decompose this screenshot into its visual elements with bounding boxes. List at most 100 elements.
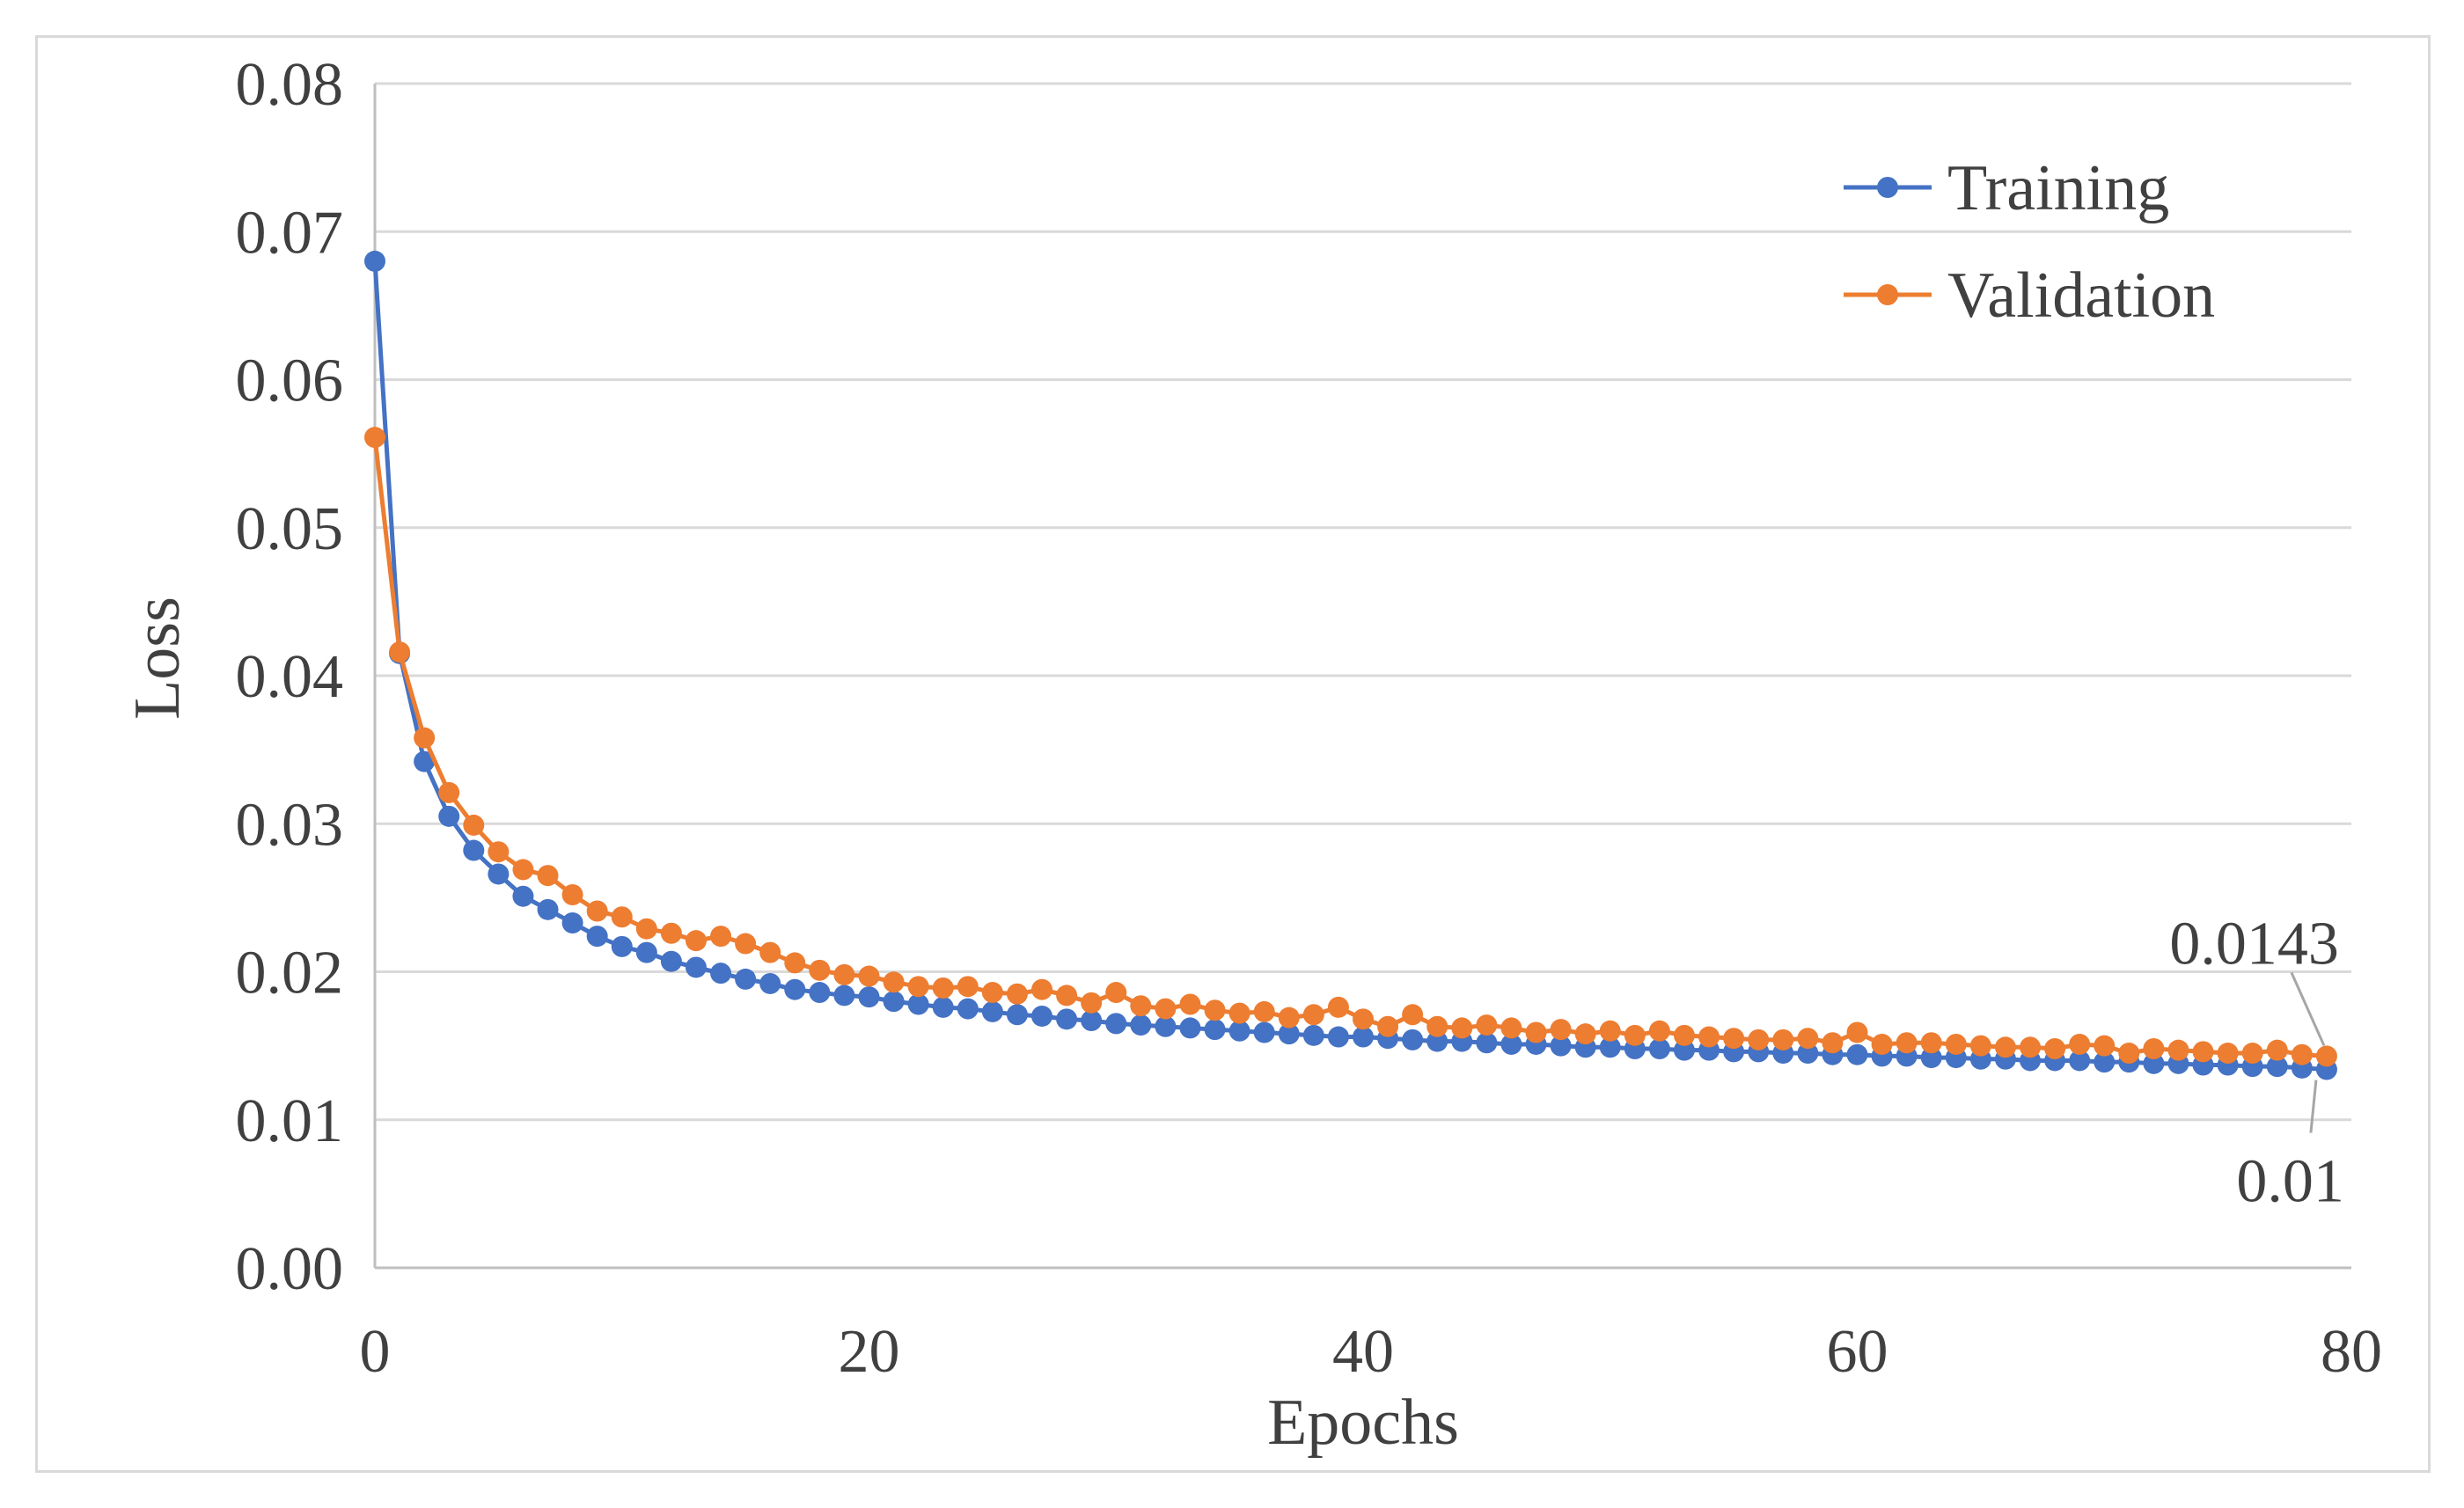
data-point-validation xyxy=(1402,1004,1424,1026)
data-point-validation xyxy=(1994,1036,2016,1058)
y-axis-title: Loss xyxy=(121,597,194,720)
data-point-training xyxy=(685,956,707,978)
y-tick-label: 0.05 xyxy=(236,495,344,563)
data-point-training xyxy=(1426,1030,1448,1052)
data-point-training xyxy=(1031,1005,1053,1027)
data-point-validation xyxy=(981,982,1003,1004)
data-point-training xyxy=(1006,1004,1028,1026)
data-point-validation xyxy=(1920,1032,1942,1054)
data-point-validation xyxy=(1673,1024,1695,1046)
x-tick-label: 60 xyxy=(1827,1318,1888,1386)
data-point-training xyxy=(1105,1013,1127,1035)
annotation-label: 0.0143 xyxy=(2169,910,2339,977)
data-point-training xyxy=(981,1000,1003,1022)
data-point-validation xyxy=(883,971,905,993)
data-point-validation xyxy=(660,922,682,944)
data-point-validation xyxy=(1253,1000,1275,1022)
data-point-validation xyxy=(389,641,411,663)
data-point-training xyxy=(1056,1008,1078,1030)
data-point-validation xyxy=(2192,1041,2214,1063)
y-tick-label: 0.06 xyxy=(236,348,344,415)
data-point-validation xyxy=(2044,1037,2066,1059)
data-point-validation xyxy=(1302,1004,1324,1026)
x-tick-label: 80 xyxy=(2321,1318,2382,1386)
data-point-validation xyxy=(463,814,485,836)
data-point-validation xyxy=(1624,1024,1646,1046)
data-point-validation xyxy=(1772,1029,1794,1050)
data-point-validation xyxy=(2020,1036,2042,1058)
x-tick-label: 0 xyxy=(360,1318,391,1386)
data-point-validation xyxy=(1599,1020,1621,1042)
data-point-validation xyxy=(1969,1035,1991,1057)
data-point-validation xyxy=(1204,999,1226,1021)
y-tick-label: 0.04 xyxy=(236,643,344,711)
data-point-validation xyxy=(1327,996,1349,1018)
data-point-validation xyxy=(907,976,929,998)
data-point-validation xyxy=(1179,993,1201,1015)
data-point-validation xyxy=(2094,1035,2116,1057)
x-tick-label: 40 xyxy=(1332,1318,1394,1386)
legend-marker-training xyxy=(1877,177,1898,198)
data-point-validation xyxy=(364,427,385,449)
data-point-training xyxy=(1402,1029,1424,1050)
data-point-validation xyxy=(2143,1037,2165,1059)
data-point-training xyxy=(1500,1033,1522,1055)
data-point-validation xyxy=(2291,1043,2313,1065)
data-point-training xyxy=(1302,1024,1324,1046)
data-point-training xyxy=(1179,1017,1201,1039)
data-point-validation xyxy=(1945,1033,1967,1055)
y-tick-label: 0.00 xyxy=(236,1235,344,1303)
data-point-validation xyxy=(512,859,534,881)
data-point-training xyxy=(488,863,510,885)
data-point-validation xyxy=(1451,1017,1473,1039)
data-point-validation xyxy=(1130,995,1152,1017)
data-point-validation xyxy=(710,926,732,948)
data-point-training xyxy=(561,911,583,933)
data-point-training xyxy=(1155,1015,1177,1037)
data-point-training xyxy=(1327,1026,1349,1048)
data-point-validation xyxy=(2069,1033,2091,1055)
data-point-validation xyxy=(1550,1019,1572,1041)
data-point-validation xyxy=(1006,983,1028,1005)
data-point-validation xyxy=(2315,1045,2337,1067)
data-point-training xyxy=(1278,1023,1300,1045)
x-axis-title: Epochs xyxy=(1267,1387,1459,1459)
data-point-validation xyxy=(1748,1029,1770,1050)
data-point-validation xyxy=(1278,1007,1300,1029)
y-tick-label: 0.03 xyxy=(236,791,344,859)
data-point-training xyxy=(1846,1043,1868,1065)
data-point-training xyxy=(957,998,979,1020)
data-point-validation xyxy=(759,941,781,963)
data-point-validation xyxy=(1797,1028,1819,1050)
data-point-validation xyxy=(414,727,436,749)
data-point-training xyxy=(1550,1035,1572,1057)
data-point-training xyxy=(364,250,385,272)
data-point-training xyxy=(1081,1010,1103,1032)
data-point-training xyxy=(660,950,682,972)
data-point-training xyxy=(1228,1020,1250,1042)
data-point-validation xyxy=(784,952,806,974)
data-point-training xyxy=(907,993,929,1015)
data-point-validation xyxy=(1056,985,1078,1007)
data-point-training xyxy=(463,839,485,861)
annotation-label: 0.01 xyxy=(2236,1148,2344,1216)
data-point-validation xyxy=(957,976,979,998)
y-tick-label: 0.01 xyxy=(236,1087,344,1155)
data-point-validation xyxy=(1081,992,1103,1014)
data-point-training xyxy=(1599,1036,1621,1058)
data-point-training xyxy=(1353,1026,1374,1048)
y-tick-label: 0.08 xyxy=(236,51,344,119)
data-point-validation xyxy=(833,963,855,985)
data-point-training xyxy=(414,750,436,772)
data-point-training xyxy=(2266,1056,2288,1078)
legend: Training Validation xyxy=(1844,152,2215,332)
data-point-validation xyxy=(2167,1039,2189,1061)
series-layer xyxy=(364,250,2337,1080)
data-point-validation xyxy=(1426,1015,1448,1037)
data-point-training xyxy=(1253,1021,1275,1043)
data-point-training xyxy=(883,991,905,1013)
axes: 0.00 0.01 0.02 0.03 0.04 0.05 0.06 0.07 0.08 0 20 4… xyxy=(121,51,2382,1459)
x-tick-label: 20 xyxy=(839,1318,900,1386)
data-point-validation xyxy=(537,865,559,887)
data-point-training xyxy=(1476,1032,1498,1054)
